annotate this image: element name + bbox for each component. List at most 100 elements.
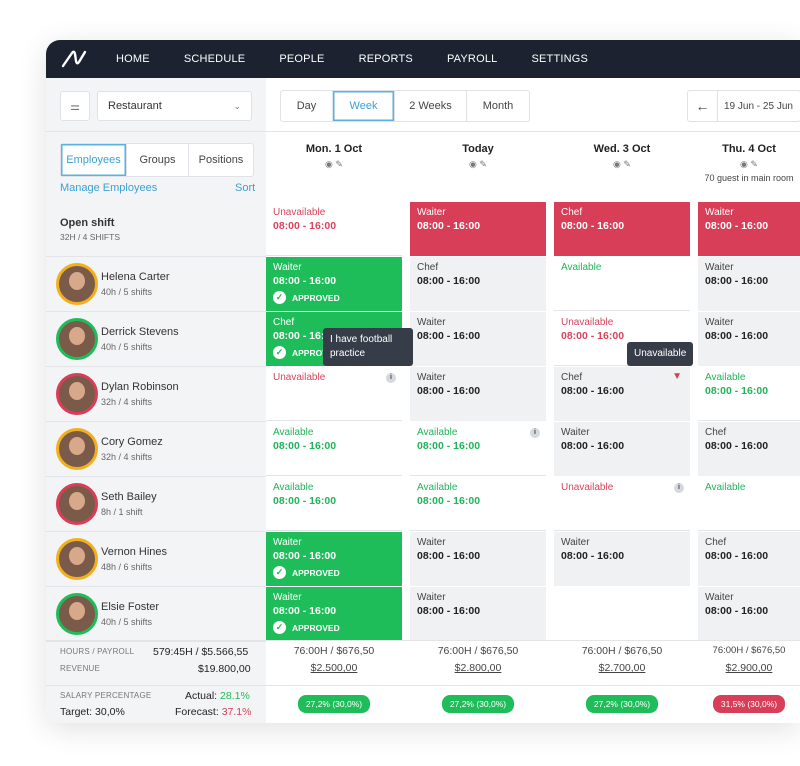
location-select[interactable]: Restaurant ⌄: [97, 91, 252, 121]
info-icon[interactable]: i: [674, 483, 684, 493]
shift-cell-approved[interactable]: Waiter 08:00 - 16:00 ✓ APPROVED: [266, 587, 402, 641]
manage-employees-link[interactable]: Manage Employees: [60, 182, 158, 194]
shift-cell-shift[interactable]: Chef 08:00 - 16:00: [698, 532, 800, 586]
row-label[interactable]: Derrick Stevens 40h / 5 shifts: [46, 312, 266, 367]
view-month[interactable]: Month: [482, 100, 514, 112]
shift-cell-available[interactable]: Available 08:00 - 16:00 i: [410, 422, 546, 476]
shift-cell-shift[interactable]: Waiter 08:00 - 16:00: [554, 422, 690, 476]
nav-reports[interactable]: REPORTS: [358, 53, 413, 65]
avatar[interactable]: [56, 428, 98, 470]
day-label[interactable]: Thu. 4 Oct: [722, 143, 776, 155]
view-week[interactable]: Week: [333, 91, 395, 121]
shift-cell-shift[interactable]: Waiter 08:00 - 16:00: [410, 587, 546, 641]
eye-icon[interactable]: ◉: [469, 159, 480, 169]
eye-icon[interactable]: ◉: [325, 159, 336, 169]
employee-hours: 8h / 1 shift: [101, 507, 143, 517]
tab-employees[interactable]: Employees: [61, 144, 127, 176]
shift-cell-shift[interactable]: Waiter 08:00 - 16:00: [698, 587, 800, 641]
day-actions: ◉ ✎: [698, 159, 800, 170]
view-day[interactable]: Day: [281, 91, 333, 121]
shift-cell-available[interactable]: Available 08:00 - 16:00: [410, 477, 546, 531]
shift-cell-available[interactable]: Available: [698, 477, 800, 531]
row-label[interactable]: Elsie Foster 40h / 5 shifts: [46, 587, 266, 642]
shift-cell-shift[interactable]: Chef 08:00 - 16:00: [410, 257, 546, 311]
shift-cell-unavailable[interactable]: Unavailable 08:00 - 16:00: [266, 202, 402, 256]
shift-cell-available[interactable]: Available 08:00 - 16:00: [698, 367, 800, 421]
day-revenue[interactable]: $2.900,00: [725, 662, 773, 674]
employee-name[interactable]: Elsie Foster: [101, 601, 160, 613]
row-label[interactable]: Vernon Hines 48h / 6 shifts: [46, 532, 266, 587]
shift-cell-shift[interactable]: Waiter 08:00 - 16:00: [698, 312, 800, 366]
info-icon[interactable]: i: [386, 373, 396, 383]
eye-icon[interactable]: ◉: [740, 159, 751, 169]
info-icon[interactable]: i: [530, 428, 540, 438]
nav-payroll[interactable]: PAYROLL: [446, 53, 498, 65]
row-label[interactable]: Helena Carter 40h / 5 shifts: [46, 257, 266, 312]
avatar[interactable]: [56, 483, 98, 525]
avatar[interactable]: [56, 593, 98, 635]
shift-role: Available: [273, 427, 314, 438]
shift-cell-shift[interactable]: Chef 08:00 - 16:00: [698, 422, 800, 476]
shift-cell-approved[interactable]: Waiter 08:00 - 16:00 ✓ APPROVED: [266, 532, 402, 586]
shift-cell-approved[interactable]: Waiter 08:00 - 16:00 ✓ APPROVED: [266, 257, 402, 311]
avatar[interactable]: [56, 263, 98, 305]
employee-name[interactable]: Helena Carter: [101, 271, 170, 283]
employee-name[interactable]: Vernon Hines: [101, 546, 168, 558]
nav-people[interactable]: PEOPLE: [279, 53, 325, 65]
nav-home[interactable]: HOME: [116, 53, 150, 65]
shift-cell-available[interactable]: Available 08:00 - 16:00: [266, 422, 402, 476]
eye-icon[interactable]: ◉: [613, 159, 624, 169]
row-label[interactable]: Seth Bailey 8h / 1 shift: [46, 477, 266, 532]
nav-schedule[interactable]: SCHEDULE: [183, 53, 246, 65]
avatar[interactable]: [56, 538, 98, 580]
view-2-weeks[interactable]: 2 Weeks: [395, 91, 467, 121]
employee-name[interactable]: Cory Gomez: [101, 436, 163, 448]
edit-icon[interactable]: ✎: [623, 159, 631, 169]
day-revenue[interactable]: $2.700,00: [598, 662, 646, 674]
shift-cell-shift[interactable]: Waiter 08:00 - 16:00: [410, 367, 546, 421]
day-hours-payroll: 76:00H / $676,50: [293, 645, 375, 657]
shift-cell-shift[interactable]: Chef 08:00 - 16:00 ▼: [554, 367, 690, 421]
employee-name[interactable]: Derrick Stevens: [101, 326, 179, 338]
day-header: Wed. 3 Oct ◉ ✎: [554, 143, 690, 170]
shift-cell-shift[interactable]: Waiter 08:00 - 16:00: [410, 532, 546, 586]
filter-settings-button[interactable]: ⚌: [60, 91, 90, 121]
day-label[interactable]: Wed. 3 Oct: [593, 143, 651, 155]
shift-role: Chef: [273, 317, 295, 328]
logo-icon[interactable]: [60, 49, 88, 69]
edit-icon[interactable]: ✎: [335, 159, 343, 169]
shift-cell-shift[interactable]: Waiter 08:00 - 16:00: [554, 532, 690, 586]
shift-cell-open[interactable]: Chef 08:00 - 16:00: [554, 202, 690, 256]
sort-link[interactable]: Sort: [235, 182, 256, 194]
prev-week-arrow-icon[interactable]: ←: [688, 91, 718, 121]
avatar[interactable]: [56, 318, 98, 360]
employee-row: Dylan Robinson 32h / 4 shifts Unavailable i…: [46, 367, 800, 422]
avatar[interactable]: [56, 373, 98, 415]
day-salary-cell: 27,2% (30,0%): [554, 695, 690, 713]
edit-icon[interactable]: ✎: [750, 159, 758, 169]
day-label[interactable]: Mon. 1 Oct: [305, 143, 363, 155]
shift-cell-open[interactable]: Waiter 08:00 - 16:00: [410, 202, 546, 256]
tab-positions[interactable]: Positions: [198, 154, 244, 166]
thumbs-down-icon[interactable]: ▼: [672, 371, 682, 382]
nav-settings[interactable]: SETTINGS: [531, 53, 589, 65]
row-label[interactable]: Open shift 32H / 4 SHIFTS: [46, 202, 266, 257]
shift-cell-shift[interactable]: Waiter 08:00 - 16:00: [410, 312, 546, 366]
day-revenue[interactable]: $2.500,00: [310, 662, 358, 674]
date-range[interactable]: 19 Jun - 25 Jun: [724, 100, 793, 112]
employee-name[interactable]: Seth Bailey: [101, 491, 157, 503]
row-label[interactable]: Cory Gomez 32h / 4 shifts: [46, 422, 266, 477]
shift-cell-empty[interactable]: [554, 587, 690, 641]
tab-groups[interactable]: Groups: [127, 144, 189, 176]
employee-name[interactable]: Dylan Robinson: [101, 381, 179, 393]
edit-icon[interactable]: ✎: [479, 159, 487, 169]
shift-cell-available[interactable]: Available: [554, 257, 690, 311]
shift-cell-open[interactable]: Waiter 08:00 - 16:00: [698, 202, 800, 256]
day-revenue[interactable]: $2.800,00: [454, 662, 502, 674]
shift-cell-available[interactable]: Available 08:00 - 16:00: [266, 477, 402, 531]
day-label[interactable]: Today: [462, 143, 494, 155]
row-label[interactable]: Dylan Robinson 32h / 4 shifts: [46, 367, 266, 422]
shift-cell-unavailable[interactable]: Unavailable i: [266, 367, 402, 421]
shift-cell-shift[interactable]: Waiter 08:00 - 16:00: [698, 257, 800, 311]
shift-cell-unavailable[interactable]: Unavailable i: [554, 477, 690, 531]
